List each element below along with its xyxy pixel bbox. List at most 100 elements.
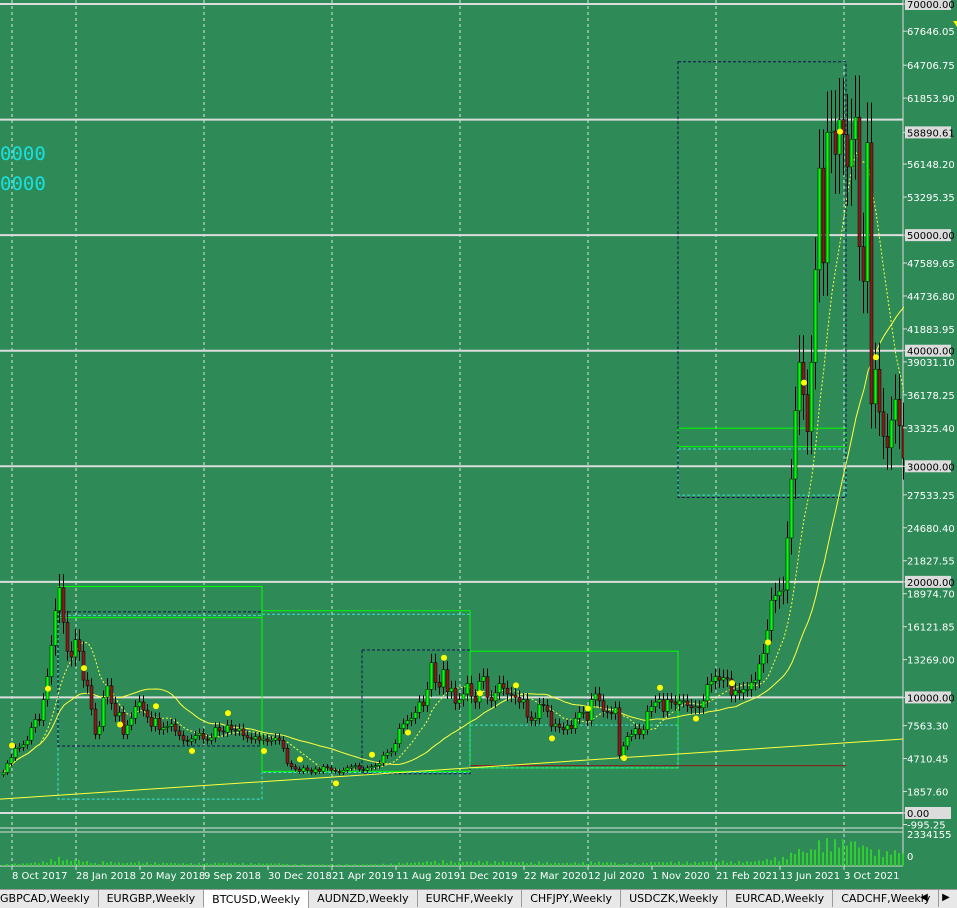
big-number-1: 0000	[0, 143, 46, 165]
volume-bar	[658, 861, 660, 866]
volume-bar	[190, 862, 192, 866]
volume-bar	[598, 861, 600, 866]
tab-eurgbp[interactable]: EURGBP,Weekly	[99, 890, 205, 907]
candle-body	[581, 712, 586, 714]
volume-bar	[818, 840, 820, 866]
volume-bar	[674, 863, 676, 866]
volume-bar	[898, 853, 900, 866]
volume-bar	[486, 861, 488, 866]
candle-body	[797, 362, 802, 412]
candle-body	[9, 757, 14, 764]
candle-body	[269, 739, 274, 742]
price-tag-background	[905, 344, 951, 357]
volume-bar	[286, 863, 288, 866]
volume-bar	[130, 862, 132, 866]
signal-dot	[477, 690, 483, 697]
volume-bar	[258, 863, 260, 866]
candle-body	[193, 735, 198, 740]
candle-body	[57, 587, 62, 612]
tabs: GBPCAD,Weekly EURGBP,Weekly BTCUSD,Weekly A…	[0, 890, 940, 908]
volume-bar	[198, 862, 200, 866]
volume-bar	[214, 862, 216, 866]
candle-body	[41, 699, 46, 721]
tab-usdczk[interactable]: USDCZK,Weekly	[621, 890, 728, 907]
volume-bar	[426, 861, 428, 866]
candle-body	[641, 729, 646, 735]
candle-body	[793, 410, 798, 480]
price-tick-label: 24680.40	[907, 524, 955, 535]
tab-gbpcad[interactable]: GBPCAD,Weekly	[0, 890, 99, 907]
candle-body	[69, 650, 74, 658]
tab-btcusd[interactable]: BTCUSD,Weekly	[204, 890, 310, 908]
volume-bar	[310, 864, 312, 866]
volume-bar	[602, 862, 604, 866]
volume-bar	[770, 860, 772, 866]
candle-body	[133, 706, 138, 719]
candle-body	[745, 689, 750, 691]
volume-bar	[230, 863, 232, 866]
candle-body	[65, 622, 70, 652]
price-chart[interactable]: 70000.00 67646.05 64706.75 61853.90 58890.61…	[0, 0, 957, 889]
volume-bar	[226, 862, 228, 866]
price-tag-background	[905, 807, 951, 819]
candle-body	[653, 701, 658, 707]
price-tick-label: 53295.35	[907, 193, 955, 204]
candle-body	[645, 711, 650, 731]
volume-bar	[38, 863, 40, 866]
volume-bar	[650, 861, 652, 866]
volume-bar	[22, 863, 24, 866]
candle-body	[565, 724, 570, 731]
volume-bar	[118, 862, 120, 866]
volume-bar	[462, 861, 464, 866]
symbol-tab-bar: GBPCAD,Weekly EURGBP,Weekly BTCUSD,Weekly A…	[0, 889, 957, 908]
candle-body	[353, 765, 358, 768]
volume-bar	[458, 861, 460, 866]
price-tick-label: 39031.10	[907, 358, 955, 369]
candle-body	[157, 717, 162, 731]
candle-body	[597, 693, 602, 702]
volume-bar	[290, 864, 292, 866]
tab-cadchf[interactable]: CADCHF,Weekly	[833, 890, 940, 907]
candle-body	[537, 704, 542, 719]
volume-bar	[470, 861, 472, 866]
volume-bar	[234, 862, 236, 866]
time-tick-label: 1 Nov 2020	[652, 871, 710, 882]
candle-body	[633, 728, 638, 735]
volume-bar	[862, 845, 864, 866]
volume-bar	[866, 847, 868, 866]
volume-bar	[594, 862, 596, 866]
candle-body	[253, 736, 258, 740]
volume-bar	[414, 862, 416, 866]
candle-body	[889, 419, 894, 449]
volume-bar	[438, 863, 440, 866]
signal-dot	[405, 729, 411, 736]
candle-body	[673, 701, 678, 705]
candle-body	[357, 765, 362, 770]
volume-bar	[70, 860, 72, 866]
candle-body	[349, 766, 354, 769]
price-tick-label: 56148.20	[907, 160, 955, 171]
signal-dot	[45, 685, 51, 692]
volume-bar	[474, 862, 476, 866]
volume-bar	[10, 864, 12, 866]
volume-bar	[742, 862, 744, 866]
candle-body	[205, 738, 210, 741]
time-tick-label: 21 Apr 2019	[332, 871, 394, 882]
candle-body	[145, 709, 150, 718]
signal-dot	[297, 756, 303, 763]
candle-body	[429, 662, 434, 690]
volume-bar	[590, 861, 592, 866]
tab-eurchf[interactable]: EURCHF,Weekly	[418, 890, 523, 907]
tab-chfjpy[interactable]: CHFJPY,Weekly	[522, 890, 622, 907]
volume-bar	[846, 845, 848, 866]
volume-bar	[206, 863, 208, 866]
volume-bar	[302, 864, 304, 866]
candle-body	[337, 771, 342, 773]
volume-bar	[466, 861, 468, 866]
signal-dot	[117, 721, 123, 728]
tab-scroll-right-icon[interactable]: ▶	[942, 892, 950, 903]
tab-eurcad[interactable]: EURCAD,Weekly	[727, 890, 834, 907]
tab-scroll-left-icon[interactable]: ◀	[920, 892, 928, 903]
tab-audnzd[interactable]: AUDNZD,Weekly	[309, 890, 418, 907]
